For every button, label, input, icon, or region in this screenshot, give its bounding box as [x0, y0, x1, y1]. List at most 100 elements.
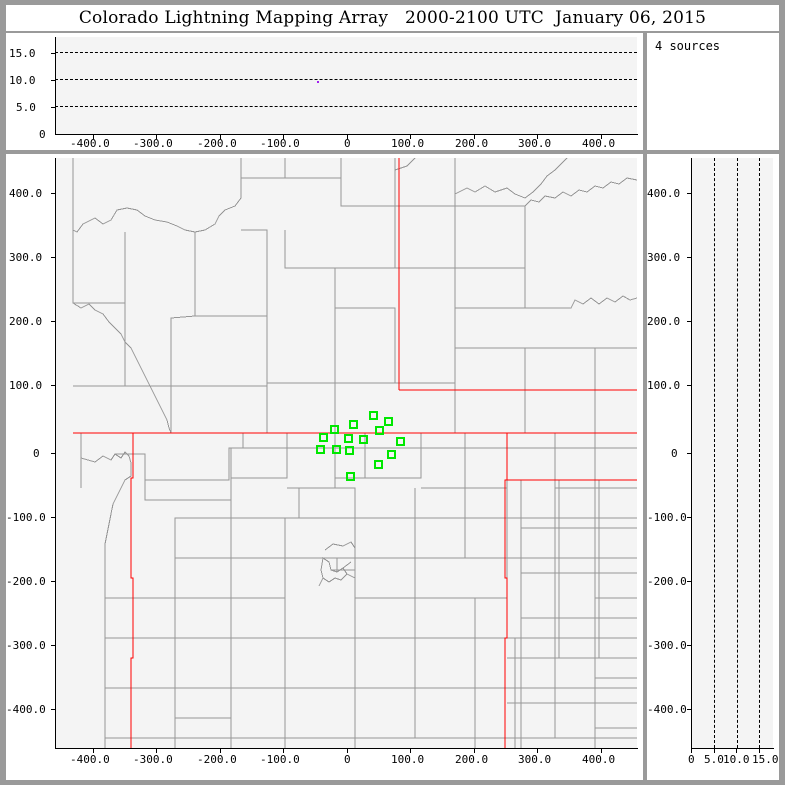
map-ytick-mark-400	[51, 193, 56, 194]
source-marker[interactable]	[396, 437, 405, 446]
map-ytick--400: -400.0	[6, 703, 46, 716]
hist-ytick-mark--100	[687, 517, 692, 518]
hist-ytick--400: -400.0	[647, 703, 687, 716]
map-xtick-mark-300	[537, 749, 538, 753]
hist-ytick-100: 100.0	[647, 379, 681, 392]
xtick--300: -300.0	[133, 137, 173, 150]
map-xtick-400: 400.0	[582, 753, 616, 766]
map-ytick-mark--400	[51, 709, 56, 710]
map-xtick-mark--100	[283, 749, 284, 753]
map-ytick-200: 200.0	[9, 315, 43, 328]
map-xtick--400: -400.0	[70, 753, 110, 766]
xtick-mark--400	[93, 135, 94, 139]
hist-xtick-mark-15	[759, 749, 760, 753]
xtick-mark-0	[347, 135, 348, 139]
xtick-0: 0	[344, 137, 351, 150]
map-ytick-mark-100	[51, 385, 56, 386]
hist-ytick-400: 400.0	[647, 187, 681, 200]
map-geography	[72, 158, 637, 748]
hist-ytick-mark-200	[687, 321, 692, 322]
y-axis-line	[55, 37, 56, 135]
source-marker[interactable]	[319, 433, 328, 442]
hist-gridline-5	[713, 158, 715, 748]
altitude-vs-north-plot-area	[691, 158, 773, 748]
map-xtick-mark-0	[347, 749, 348, 753]
gridline-5	[55, 106, 637, 108]
map-ytick-400: 400.0	[9, 187, 43, 200]
source-marker[interactable]	[316, 445, 325, 454]
altitude-vs-east-plot-area	[55, 37, 637, 134]
hist-xtick-5: 5.0	[704, 753, 724, 766]
hist-ytick-mark-400	[687, 193, 692, 194]
source-marker[interactable]	[345, 446, 354, 455]
ytick-mark-10	[51, 80, 56, 81]
altitude-vs-north-panel: 400.0 300.0 200.0 100.0 0 -100.0 -200.0 …	[647, 154, 779, 780]
hist-ytick-mark--200	[687, 581, 692, 582]
source-marker[interactable]	[346, 472, 355, 481]
hist-ytick-mark--300	[687, 645, 692, 646]
hist-ytick-0: 0	[671, 447, 678, 460]
ytick-15: 15.0	[9, 47, 36, 60]
hist-xtick-mark-0	[691, 749, 692, 753]
hist-ytick-300: 300.0	[647, 251, 681, 264]
gridline-10	[55, 79, 637, 81]
source-marker[interactable]	[332, 445, 341, 454]
map-xtick-100: 100.0	[391, 753, 425, 766]
map-xtick-mark-100	[410, 749, 411, 753]
xtick-mark--300	[156, 135, 157, 139]
map-ytick--300: -300.0	[6, 639, 46, 652]
ytick-0: 0	[39, 128, 46, 141]
source-marker[interactable]	[344, 434, 353, 443]
source-marker[interactable]	[369, 411, 378, 420]
source-marker[interactable]	[349, 420, 358, 429]
xtick-mark--100	[283, 135, 284, 139]
map-xtick--100: -100.0	[260, 753, 300, 766]
map-xtick-300: 300.0	[518, 753, 552, 766]
xtick-mark-300	[537, 135, 538, 139]
ytick-mark-15	[51, 53, 56, 54]
map-xtick-mark-400	[601, 749, 602, 753]
map-ytick--200: -200.0	[6, 575, 46, 588]
plan-view-map-panel: 400.0 300.0 200.0 100.0 0 -100.0 -200.0 …	[6, 154, 643, 780]
xtick--400: -400.0	[70, 137, 110, 150]
map-xtick-mark--300	[156, 749, 157, 753]
gridline-15	[55, 52, 637, 54]
hist-gridline-15	[759, 158, 761, 748]
ytick-10: 10.0	[9, 74, 36, 87]
hist-ytick-mark-0	[687, 453, 692, 454]
hist-ytick-mark-300	[687, 257, 692, 258]
xtick--200: -200.0	[197, 137, 237, 150]
map-ytick--100: -100.0	[6, 511, 46, 524]
altitude-vs-east-panel: 0 5.0 10.0 15.0 -400.0 -300.0 -200.0 -10…	[6, 33, 643, 150]
xtick-300: 300.0	[518, 137, 552, 150]
map-ytick-mark--100	[51, 517, 56, 518]
hist-ytick-200: 200.0	[647, 315, 681, 328]
map-ytick-mark-0	[51, 453, 56, 454]
map-x-axis-line	[55, 748, 638, 749]
hist-ytick--100: -100.0	[647, 511, 687, 524]
xtick-200: 200.0	[455, 137, 489, 150]
source-count-panel: 4 sources	[647, 33, 779, 150]
source-count-label: 4 sources	[655, 39, 721, 53]
source-marker[interactable]	[330, 425, 339, 434]
source-marker[interactable]	[384, 417, 393, 426]
hist-gridline-10	[736, 158, 738, 748]
hist-xtick-15: 15.0	[752, 753, 779, 766]
map-xtick--300: -300.0	[133, 753, 173, 766]
source-marker[interactable]	[375, 426, 384, 435]
map-xtick--200: -200.0	[197, 753, 237, 766]
source-marker[interactable]	[374, 460, 383, 469]
map-xtick-mark--400	[93, 749, 94, 753]
plan-view-plot-area[interactable]	[55, 158, 637, 748]
x-axis-line	[55, 134, 638, 135]
hist-x-axis-line	[691, 748, 774, 749]
source-marker[interactable]	[359, 435, 368, 444]
map-xtick-mark-200	[474, 749, 475, 753]
map-xtick-mark--200	[220, 749, 221, 753]
xtick--100: -100.0	[260, 137, 300, 150]
ytick-mark-5	[51, 107, 56, 108]
hist-xtick-mark-5	[714, 749, 715, 753]
source-marker[interactable]	[387, 450, 396, 459]
map-ytick-0: 0	[33, 447, 40, 460]
xtick-100: 100.0	[391, 137, 425, 150]
